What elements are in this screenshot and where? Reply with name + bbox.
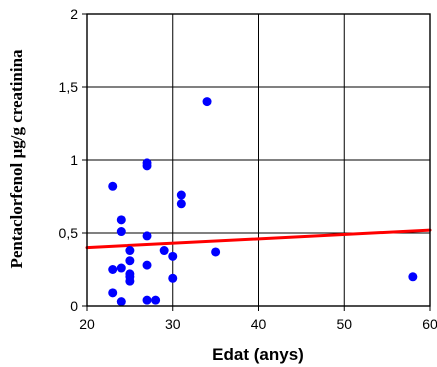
data-point-23	[176, 199, 186, 209]
data-point-15	[142, 231, 152, 241]
data-point-17	[142, 295, 152, 305]
data-point-18	[151, 295, 161, 305]
y-tick-label-0: 0	[70, 298, 78, 314]
data-point-6	[116, 263, 126, 273]
data-points	[108, 97, 418, 307]
y-tick-label-4: 2	[70, 6, 78, 22]
y-tick-label-1: 0,5	[59, 225, 79, 241]
data-point-12	[125, 276, 135, 286]
x-tick-label-60: 60	[422, 316, 437, 332]
data-point-14	[142, 161, 152, 171]
x-tick-label-40: 40	[251, 316, 267, 332]
trendline-layer	[85, 228, 432, 250]
data-point-19	[159, 246, 169, 256]
data-point-5	[116, 227, 126, 237]
y-tick-label-3: 1,5	[59, 79, 79, 95]
data-point-2	[108, 265, 118, 274]
data-point-22	[176, 190, 186, 200]
x-tick-label-20: 20	[79, 316, 95, 332]
data-point-21	[168, 273, 178, 283]
axes	[82, 13, 431, 311]
data-point-26	[408, 272, 418, 282]
data-point-7	[116, 297, 126, 307]
data-point-8	[125, 246, 135, 256]
y-axis-title: Pentaclorfenol µg/g creatinina	[7, 49, 26, 269]
data-point-16	[142, 260, 152, 270]
plot-frame	[86, 13, 431, 307]
x-tick-label-50: 50	[336, 316, 352, 332]
x-tick-label-30: 30	[165, 316, 181, 332]
data-point-1	[108, 181, 118, 191]
data-point-20	[168, 251, 178, 261]
tick-labels: 20 30 40 50 60 0 0,5 1 1,5 2	[59, 6, 437, 332]
trend-line	[85, 228, 432, 250]
y-tick-label-2: 1	[70, 152, 78, 168]
data-point-4	[116, 215, 126, 225]
data-point-9	[125, 256, 135, 266]
x-axis-title: Edat (anys)	[212, 345, 304, 364]
data-point-25	[211, 247, 221, 257]
data-point-24	[202, 97, 212, 107]
data-point-3	[108, 288, 118, 298]
